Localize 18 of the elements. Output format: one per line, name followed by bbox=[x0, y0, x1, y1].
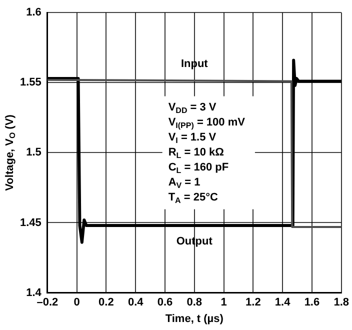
x-tick-label: 0.8 bbox=[186, 296, 202, 308]
x-tick-label: 0.2 bbox=[98, 296, 114, 308]
y-tick-label: 1.6 bbox=[26, 6, 42, 19]
x-tick-label: –0.2 bbox=[36, 296, 58, 308]
y-tick-label: 1.55 bbox=[20, 76, 42, 89]
x-tick-label: 1 bbox=[220, 296, 227, 308]
x-tick-label: 1.2 bbox=[246, 296, 261, 308]
y-tick-label: 1.4 bbox=[26, 286, 42, 299]
y-tick-label: 1.45 bbox=[20, 216, 42, 229]
y-axis-title: Voltage, VO (V) bbox=[4, 114, 18, 191]
x-tick-label: 0 bbox=[74, 296, 80, 308]
x-axis-title: Time, t (µs) bbox=[165, 313, 224, 326]
y-tick-label: 1.5 bbox=[26, 146, 42, 159]
x-tick-label: 1.8 bbox=[334, 296, 350, 308]
x-tick-label: 0.6 bbox=[157, 296, 173, 308]
x-tick-label: 0.4 bbox=[128, 296, 144, 308]
x-tick-label: 1.6 bbox=[304, 296, 320, 308]
x-tick-label: 1.4 bbox=[274, 296, 292, 308]
